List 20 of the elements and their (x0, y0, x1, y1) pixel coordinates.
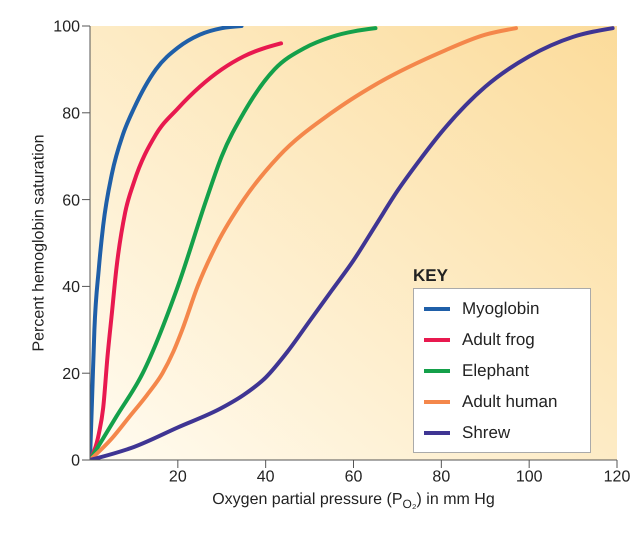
x-tick-label: 20 (168, 468, 187, 486)
legend-label: Elephant (462, 360, 530, 380)
legend-label: Shrew (462, 422, 510, 442)
x-tick-label: 120 (604, 468, 630, 486)
y-tick-label: 80 (62, 105, 80, 122)
y-axis-title: Percent hemoglobin saturation (30, 134, 48, 352)
x-tick-label: 80 (432, 468, 450, 486)
y-tick-label: 0 (71, 452, 80, 470)
legend-title: KEY (413, 266, 449, 286)
x-axis-title: Oxygen partial pressure (P$_{O₂}$) in mm Hg (212, 491, 495, 511)
y-tick-label: 20 (62, 366, 80, 383)
x-tick-label: 40 (256, 468, 275, 486)
legend-label: Adult human (462, 392, 558, 412)
x-tick-label: 100 (516, 468, 543, 486)
y-tick-label: 100 (53, 18, 80, 36)
legend-label: Myoglobin (462, 298, 540, 318)
x-tick-label: 60 (344, 468, 362, 486)
legend-label: Adult frog (462, 330, 535, 350)
y-tick-label: 60 (62, 192, 80, 210)
y-tick-label: 40 (62, 279, 80, 296)
